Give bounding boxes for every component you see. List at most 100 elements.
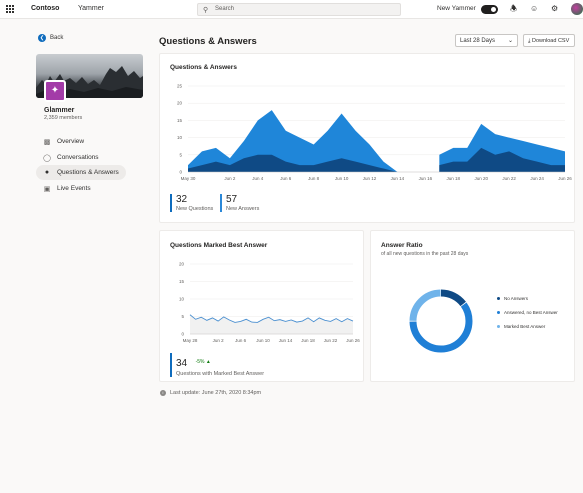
x-tick-label: Jun 6 (280, 176, 292, 181)
avatar[interactable] (571, 3, 583, 15)
x-tick-label: Jun 4 (252, 176, 264, 181)
sidebar-item-label: Conversations (57, 154, 99, 161)
y-tick-label: 5 (181, 314, 184, 319)
y-tick-label: 20 (177, 101, 183, 106)
line-fill (190, 314, 353, 334)
gear-icon[interactable]: ⚙ (551, 4, 559, 13)
new-yammer-toggle[interactable] (481, 5, 498, 14)
download-csv-button[interactable]: ⤓ Download CSV (523, 34, 575, 47)
chat-icon: ◯ (43, 154, 51, 162)
info-icon: i (160, 390, 166, 396)
legend-no-answers: No Answers (497, 296, 528, 301)
kpi-new-questions: 32 New Questions (170, 194, 213, 212)
search-input[interactable]: ⚲ Search (197, 3, 401, 16)
legend-marked-best: Marked Best Answer (497, 324, 545, 329)
x-tick-label: Jun 24 (530, 176, 544, 181)
back-button[interactable]: ❮ Back (38, 34, 63, 42)
x-tick-label: Jun 26 (346, 338, 360, 343)
y-tick-label: 10 (177, 135, 183, 140)
x-tick-label: Jun 16 (419, 176, 433, 181)
qa-card: Questions & Answers 0 5 10 15 20 25 May 30 Jun … (159, 53, 575, 223)
x-tick-label: Jun 10 (335, 176, 349, 181)
new-yammer-label: New Yammer (437, 5, 476, 12)
date-range-value: Last 28 Days (460, 38, 496, 44)
sidebar-item-overview[interactable]: ▩ Overview (36, 134, 126, 149)
kpi-delta: -5% ▲ (196, 359, 211, 365)
best-answer-card: Questions Marked Best Answer 0 5 10 15 20 May… (159, 230, 364, 382)
brand-name[interactable]: Contoso (31, 5, 60, 12)
last-update-text: Last update: June 27th, 2020 8:34pm (170, 390, 262, 396)
last-update: i Last update: June 27th, 2020 8:34pm (160, 390, 261, 396)
legend-dot (497, 311, 500, 314)
x-tick-label: Jun 20 (474, 176, 488, 181)
x-tick-label: Jun 18 (301, 338, 315, 343)
card-title: Answer Ratio (381, 242, 423, 249)
donut-slice-1 (409, 289, 473, 353)
legend-label: No Answers (504, 296, 529, 301)
x-tick-label: Jun 8 (308, 176, 320, 181)
kpi-label: Questions with Marked Best Answer (176, 371, 265, 377)
date-range-select[interactable]: Last 28 Days ⌄ (455, 34, 518, 47)
x-tick-label: Jun 14 (391, 176, 405, 181)
kpi-label: New Questions (176, 206, 214, 212)
kpi-delta-value: -5% (195, 358, 205, 365)
area-series-0 (188, 110, 398, 172)
app-name[interactable]: Yammer (78, 5, 104, 12)
x-tick-label: Jun 14 (279, 338, 293, 343)
legend-answered: Answered, no Best Answer (497, 310, 558, 315)
y-tick-label: 0 (181, 332, 184, 337)
x-tick-label: Jun 22 (502, 176, 516, 181)
kpi-label: New Answers (226, 206, 260, 212)
bar-chart-icon: ▩ (43, 138, 51, 146)
download-label: Download CSV (531, 38, 570, 44)
x-tick-label: Jun 12 (363, 176, 377, 181)
x-tick-label: Jun 26 (558, 176, 572, 181)
app-launcher-icon[interactable] (6, 5, 14, 13)
top-bar: Contoso Yammer ⚲ Search New Yammer 🕭 ☺ ⚙ (0, 0, 583, 19)
y-tick-label: 15 (177, 118, 183, 123)
bell-icon[interactable]: 🕭 (510, 4, 518, 13)
kpi-value: 32 (176, 194, 188, 205)
sidebar-item-conversations[interactable]: ◯ Conversations (36, 150, 126, 165)
sidebar-item-label: Questions & Answers (57, 169, 119, 176)
card-title: Questions & Answers (170, 64, 237, 71)
card-title: Questions Marked Best Answer (170, 242, 268, 249)
legend-label: Marked Best Answer (504, 324, 546, 329)
qa-area-chart: 0 5 10 15 20 25 May 30 Jun 2 Jun 4 Jun 6 Jun 8 Jun … (177, 84, 572, 182)
x-tick-label: Jun 6 (235, 338, 247, 343)
kpi-value: 34 (176, 358, 188, 369)
x-tick-label: Jun 2 (213, 338, 225, 343)
sidebar-item-label: Overview (57, 138, 85, 145)
y-tick-label: 0 (179, 170, 182, 175)
x-tick-label: Jun 2 (224, 176, 236, 181)
download-icon: ⤓ (528, 38, 531, 44)
y-tick-label: 15 (179, 279, 185, 284)
sidebar-item-questions-answers[interactable]: ● Questions & Answers (36, 165, 126, 180)
search-icon: ⚲ (203, 7, 209, 14)
answer-ratio-card: Answer Ratio of all new questions in the… (370, 230, 575, 382)
y-tick-label: 5 (179, 152, 182, 157)
x-tick-label: Jun 18 (447, 176, 461, 181)
donut-slice-0 (409, 289, 473, 353)
smiley-icon[interactable]: ☺ (530, 4, 539, 13)
arrow-up-icon: ▲ (205, 358, 211, 365)
page-title: Questions & Answers (159, 36, 257, 47)
legend-label: Answered, no Best Answer (504, 310, 558, 315)
y-tick-label: 25 (177, 84, 183, 89)
kpi-new-answers: 57 New Answers (220, 194, 259, 212)
back-label: Back (50, 35, 64, 41)
kpi-value: 57 (226, 194, 238, 205)
sidebar-item-live-events[interactable]: ▣ Live Events (36, 181, 126, 196)
kpi-best-answer: 34 -5% ▲ Questions with Marked Best Answ… (170, 353, 264, 377)
calendar-icon: ▣ (43, 185, 51, 193)
search-placeholder: Search (215, 6, 235, 12)
y-tick-label: 10 (179, 297, 185, 302)
card-subtitle: of all new questions in the past 28 days (381, 251, 469, 257)
x-tick-label: May 28 (183, 338, 198, 343)
chevron-down-icon: ⌄ (507, 38, 513, 44)
x-tick-label: Jun 22 (324, 338, 338, 343)
back-arrow-icon: ❮ (38, 34, 46, 42)
x-tick-label: Jun 10 (256, 338, 270, 343)
answer-ratio-donut (409, 289, 473, 353)
question-chat-icon: ● (44, 169, 50, 176)
